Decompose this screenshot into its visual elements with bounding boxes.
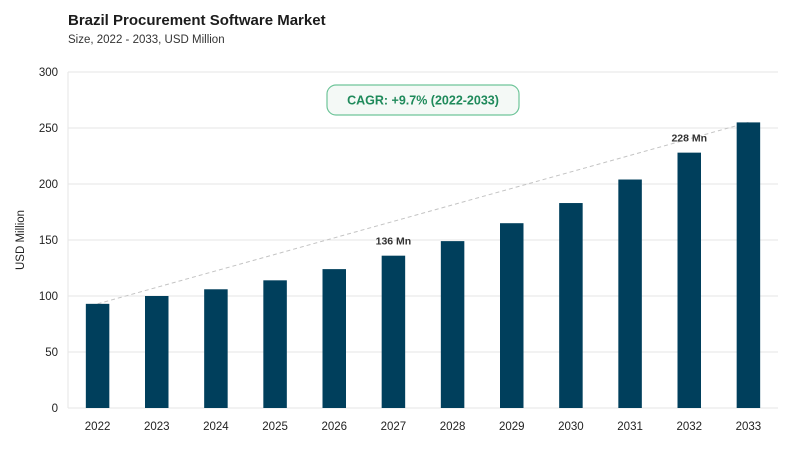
- y-tick-label: 150: [39, 235, 58, 247]
- bar-2030: [559, 203, 583, 408]
- bars: [85, 122, 761, 409]
- x-tick-label: 2023: [144, 421, 170, 433]
- bar-2022: [85, 303, 110, 408]
- x-tick-label: 2029: [499, 421, 525, 433]
- cagr-badge-box: [326, 84, 520, 116]
- chart-title: Brazil Procurement Software Market: [68, 12, 326, 29]
- chart-header: Brazil Procurement Software Market Size,…: [68, 10, 326, 48]
- x-tick-label: 2032: [676, 421, 702, 433]
- bar-2031: [618, 179, 642, 408]
- bar-2027: [381, 255, 406, 408]
- chart-subtitle: Size, 2022 - 2033, USD Million: [68, 34, 225, 46]
- bar-2033: [736, 122, 761, 409]
- trend-line: [97, 121, 749, 305]
- data-labels: 136 Mn 228 Mn: [376, 133, 707, 248]
- x-tick-label: 2033: [736, 421, 762, 433]
- y-tick-label: 50: [45, 347, 58, 359]
- y-tick-label: 200: [39, 179, 58, 191]
- cagr-text: CAGR: +9.7% (2022-2033): [347, 94, 499, 108]
- data-label: 228 Mn: [671, 133, 707, 145]
- x-tick-label: 2028: [440, 421, 466, 433]
- x-tick-label: 2026: [321, 421, 347, 433]
- x-tick-label: 2022: [85, 421, 111, 433]
- x-axis-ticks: 2022 2023 2024 2025 2026 2027 2028 2029 2030 2031…: [85, 421, 761, 433]
- bar-2028: [440, 241, 465, 408]
- cagr-badge: CAGR: +9.7% (2022-2033): [326, 84, 520, 116]
- x-tick-label: 2030: [558, 421, 584, 433]
- y-tick-label: 100: [39, 291, 58, 303]
- bar-2023: [145, 296, 169, 408]
- data-label: 136 Mn: [376, 236, 412, 248]
- y-axis-ticks: 0 50 100 150 200 250 300: [39, 67, 58, 415]
- y-tick-label: 250: [39, 123, 58, 135]
- trend-line-group: [97, 121, 749, 305]
- y-axis-label: USD Million: [15, 210, 27, 270]
- bar-2025: [263, 280, 287, 408]
- bar-2024: [204, 289, 228, 408]
- y-tick-label: 300: [39, 67, 58, 79]
- bar-2032: [677, 152, 701, 408]
- x-tick-label: 2027: [381, 421, 407, 433]
- bar-2026: [322, 269, 346, 408]
- x-tick-label: 2031: [617, 421, 643, 433]
- bar-2029: [500, 223, 524, 408]
- y-tick-label: 0: [52, 403, 58, 415]
- grid-lines: [67, 71, 778, 409]
- x-tick-label: 2025: [262, 421, 288, 433]
- x-tick-label: 2024: [203, 421, 229, 433]
